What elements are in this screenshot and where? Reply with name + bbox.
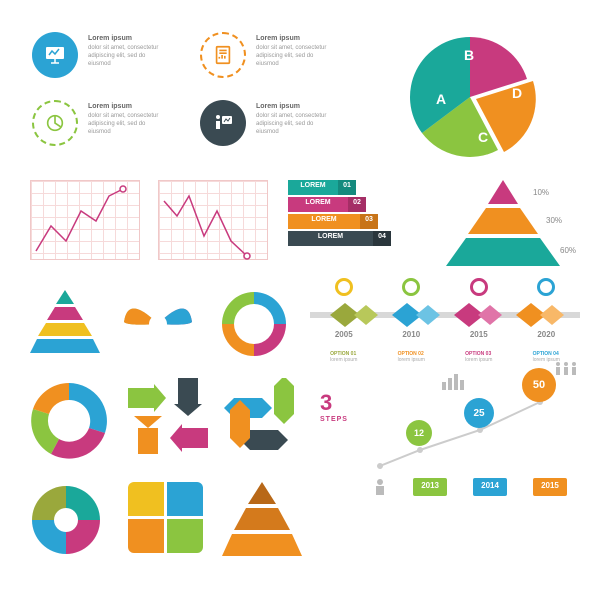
- line-chart-up: [30, 180, 140, 260]
- pyramid-4-small: [30, 288, 100, 360]
- line-chart-down: [158, 180, 268, 260]
- arrows-cycle: [222, 378, 302, 460]
- pyramid-percent: 10% 30% 60%: [438, 178, 568, 270]
- svg-text:B: B: [464, 47, 474, 63]
- lorem-text: Lorem ipsumdolor sit amet, consectetur a…: [88, 34, 168, 68]
- pie-chart-main: A B C D: [390, 22, 560, 174]
- step-bars: LOREM 01 LOREM 02 LOREM 03 LOREM 04: [288, 180, 391, 246]
- document-chart-icon: [200, 32, 246, 78]
- timeline: 2005 2010 2015 2020 OPTION 01lorem ipsum…: [310, 278, 580, 363]
- presenter-icon: [200, 100, 246, 146]
- lorem-text: Lorem ipsumdolor sit amet, consectetur a…: [256, 34, 336, 68]
- svg-text:C: C: [478, 129, 488, 145]
- donut-segmented: [214, 284, 294, 366]
- lorem-text: Lorem ipsumdolor sit amet, consectetur a…: [88, 102, 168, 136]
- svg-text:D: D: [512, 85, 522, 101]
- three-steps: 3 STEPS: [320, 390, 348, 423]
- pie-chart-icon: [32, 100, 78, 146]
- arrows-4: [128, 378, 208, 460]
- lorem-text: Lorem ipsumdolor sit amet, consectetur a…: [256, 102, 336, 136]
- svg-text:A: A: [436, 91, 446, 107]
- wheel-4: [26, 480, 106, 562]
- presentation-board-icon: [32, 32, 78, 78]
- quad-petals: [118, 284, 198, 366]
- growth-chart: 12 25 50: [370, 378, 570, 480]
- pyramid-orange: [222, 480, 302, 560]
- donut-large: [26, 378, 112, 466]
- squares-4: [128, 482, 203, 553]
